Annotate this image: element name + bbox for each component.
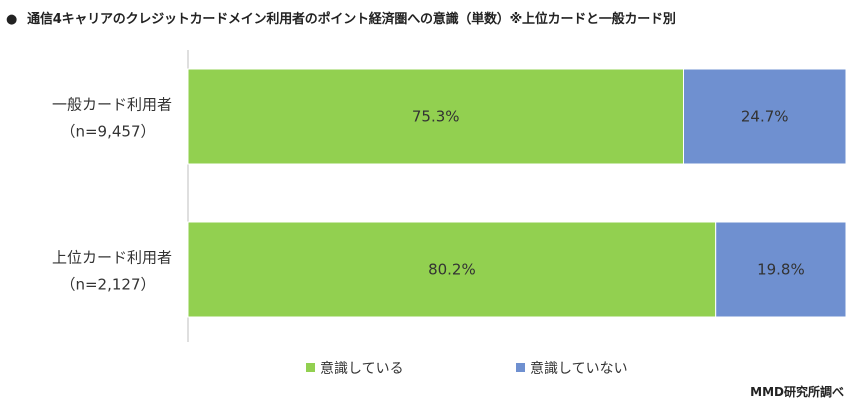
legend-label-not-aware: 意識していない [530,360,628,377]
bar-not-aware-0 [683,68,847,165]
data-label-not-aware-1: 19.8% [757,261,805,279]
legend-swatch-not-aware [516,363,525,372]
bar-aware-1 [187,221,717,318]
category-labels: 一般カード利用者 （n=9,457） 上位カード利用者 （n=2,127） [52,96,172,294]
title-text: 通信4キャリアのクレジットカードメイン利用者のポイント経済圏への意識（単数）※上… [27,12,676,27]
category-sample-size-0: （n=9,457） [60,123,155,141]
bar-group: 75.3% 24.7% 80.2% 19.8% [187,68,847,318]
data-label-not-aware-0: 24.7% [741,108,789,126]
bar-aware-0 [187,68,684,165]
chart-title: ● 通信4キャリアのクレジットカードメイン利用者のポイント経済圏への意識（単数）※… [6,8,676,27]
title-bullet: ● [6,12,18,27]
legend: 意識している 意識していない [306,360,628,377]
source-credit: MMD研究所調べ [750,385,844,399]
bar-not-aware-1 [715,221,847,318]
legend-label-aware: 意識している [320,360,404,377]
legend-swatch-aware [306,363,315,372]
category-label-0: 一般カード利用者 [52,96,172,114]
category-label-1: 上位カード利用者 [52,249,172,267]
category-sample-size-1: （n=2,127） [60,276,155,294]
data-label-aware-1: 80.2% [428,261,476,279]
data-label-aware-0: 75.3% [412,108,460,126]
